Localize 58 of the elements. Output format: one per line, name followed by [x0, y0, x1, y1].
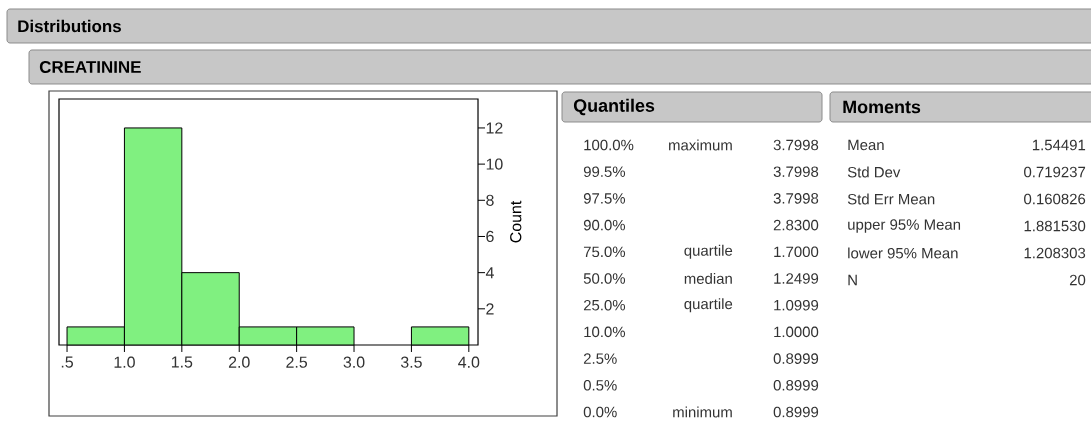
text: Std Err Mean	[847, 193, 935, 205]
text: 1.881530	[1024, 220, 1086, 232]
y-tick-label: 4	[485, 267, 494, 279]
x-tick-label: 3.0	[343, 356, 365, 368]
text: 20	[1069, 274, 1086, 286]
text: lower 95% Mean	[848, 247, 958, 259]
x-tick-label: 4.0	[458, 356, 480, 368]
text: 10.0%	[584, 326, 626, 338]
text: 90.0%	[583, 219, 626, 231]
text: 3.7998	[773, 193, 819, 204]
x-tick-label: 1.5	[171, 356, 193, 368]
text: 3.7998	[773, 166, 819, 177]
y-tick-label: 6	[486, 230, 494, 243]
text: upper 95% Mean	[848, 219, 961, 233]
text: 3.7998	[773, 139, 819, 151]
text: 50.0%	[583, 273, 626, 284]
text: quartile	[684, 244, 733, 259]
text: Std Dev	[847, 166, 901, 178]
text: 1.0999	[774, 299, 819, 311]
y-axis-title: Count	[510, 200, 522, 243]
x-tick-label: .5	[61, 356, 74, 368]
chart-title: Distributions	[18, 19, 121, 33]
text: N	[848, 274, 857, 286]
text: maximum	[669, 139, 732, 151]
y-tick-label: 12	[486, 122, 503, 134]
text: 2.8300	[773, 219, 819, 231]
y-tick-label: 10	[486, 158, 503, 170]
text: 25.0%	[583, 299, 626, 311]
text: 2.5%	[583, 353, 617, 364]
y-tick-label: 8	[486, 194, 494, 206]
text: 1.54491	[1032, 139, 1086, 151]
x-tick-label: 2.0	[228, 356, 250, 368]
text: 0.8999	[773, 353, 819, 364]
text: 0.719237	[1024, 166, 1086, 178]
text: Moments	[843, 100, 921, 114]
text: 97.5%	[583, 193, 626, 204]
text: Mean	[848, 139, 884, 151]
text: 99.5%	[583, 166, 626, 177]
text: 0.8999	[773, 406, 819, 418]
chart-subtitle: CREATININE	[39, 61, 141, 73]
text: minimum	[673, 406, 732, 418]
text: 0.8999	[773, 380, 819, 391]
x-tick-label: 2.5	[286, 356, 308, 368]
text: 0.160826	[1024, 193, 1086, 205]
text: 100.0%	[584, 139, 634, 151]
text: median	[684, 273, 732, 284]
x-tick-label: 1.0	[114, 356, 135, 368]
text: 1.208303	[1024, 247, 1086, 259]
text: 1.7000	[774, 246, 819, 258]
x-tick-label: 3.5	[400, 356, 422, 368]
text: 75.0%	[583, 246, 626, 258]
text: quartile	[684, 298, 733, 313]
y-tick-label: 2	[486, 303, 494, 315]
text: Quantiles	[573, 98, 655, 116]
text: 1.2499	[774, 273, 819, 284]
text: 0.0%	[583, 406, 617, 418]
text: 0.5%	[583, 380, 617, 391]
text: 1.0000	[774, 326, 819, 338]
